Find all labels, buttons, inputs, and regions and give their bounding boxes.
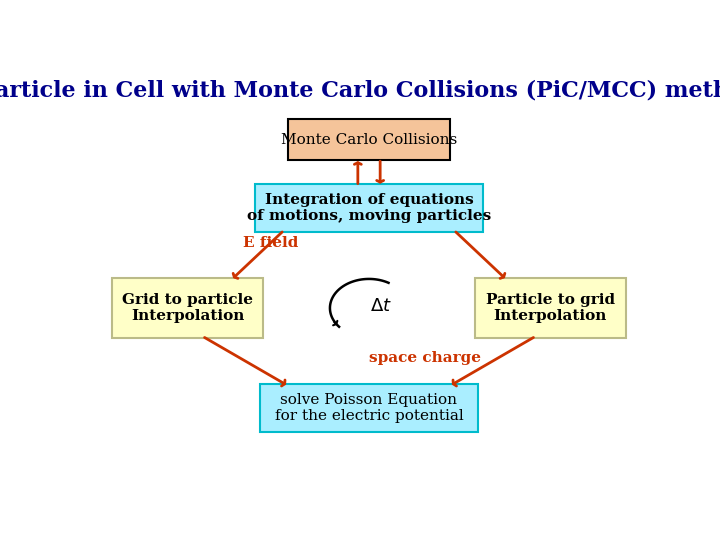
FancyBboxPatch shape <box>255 184 483 232</box>
Text: Particle in Cell with Monte Carlo Collisions (PiC/MCC) method: Particle in Cell with Monte Carlo Collis… <box>0 79 720 102</box>
Text: E field: E field <box>243 236 299 250</box>
FancyBboxPatch shape <box>475 278 626 338</box>
Text: Particle to grid
Interpolation: Particle to grid Interpolation <box>486 293 615 323</box>
Text: space charge: space charge <box>369 351 481 365</box>
Text: Integration of equations
of motions, moving particles: Integration of equations of motions, mov… <box>247 193 491 224</box>
Text: Monte Carlo Collisions: Monte Carlo Collisions <box>281 133 457 147</box>
FancyBboxPatch shape <box>288 119 450 160</box>
Text: Grid to particle
Interpolation: Grid to particle Interpolation <box>122 293 253 323</box>
FancyBboxPatch shape <box>260 384 478 432</box>
Text: $\Delta t$: $\Delta t$ <box>370 297 392 315</box>
Text: solve Poisson Equation
for the electric potential: solve Poisson Equation for the electric … <box>274 393 464 423</box>
FancyBboxPatch shape <box>112 278 263 338</box>
